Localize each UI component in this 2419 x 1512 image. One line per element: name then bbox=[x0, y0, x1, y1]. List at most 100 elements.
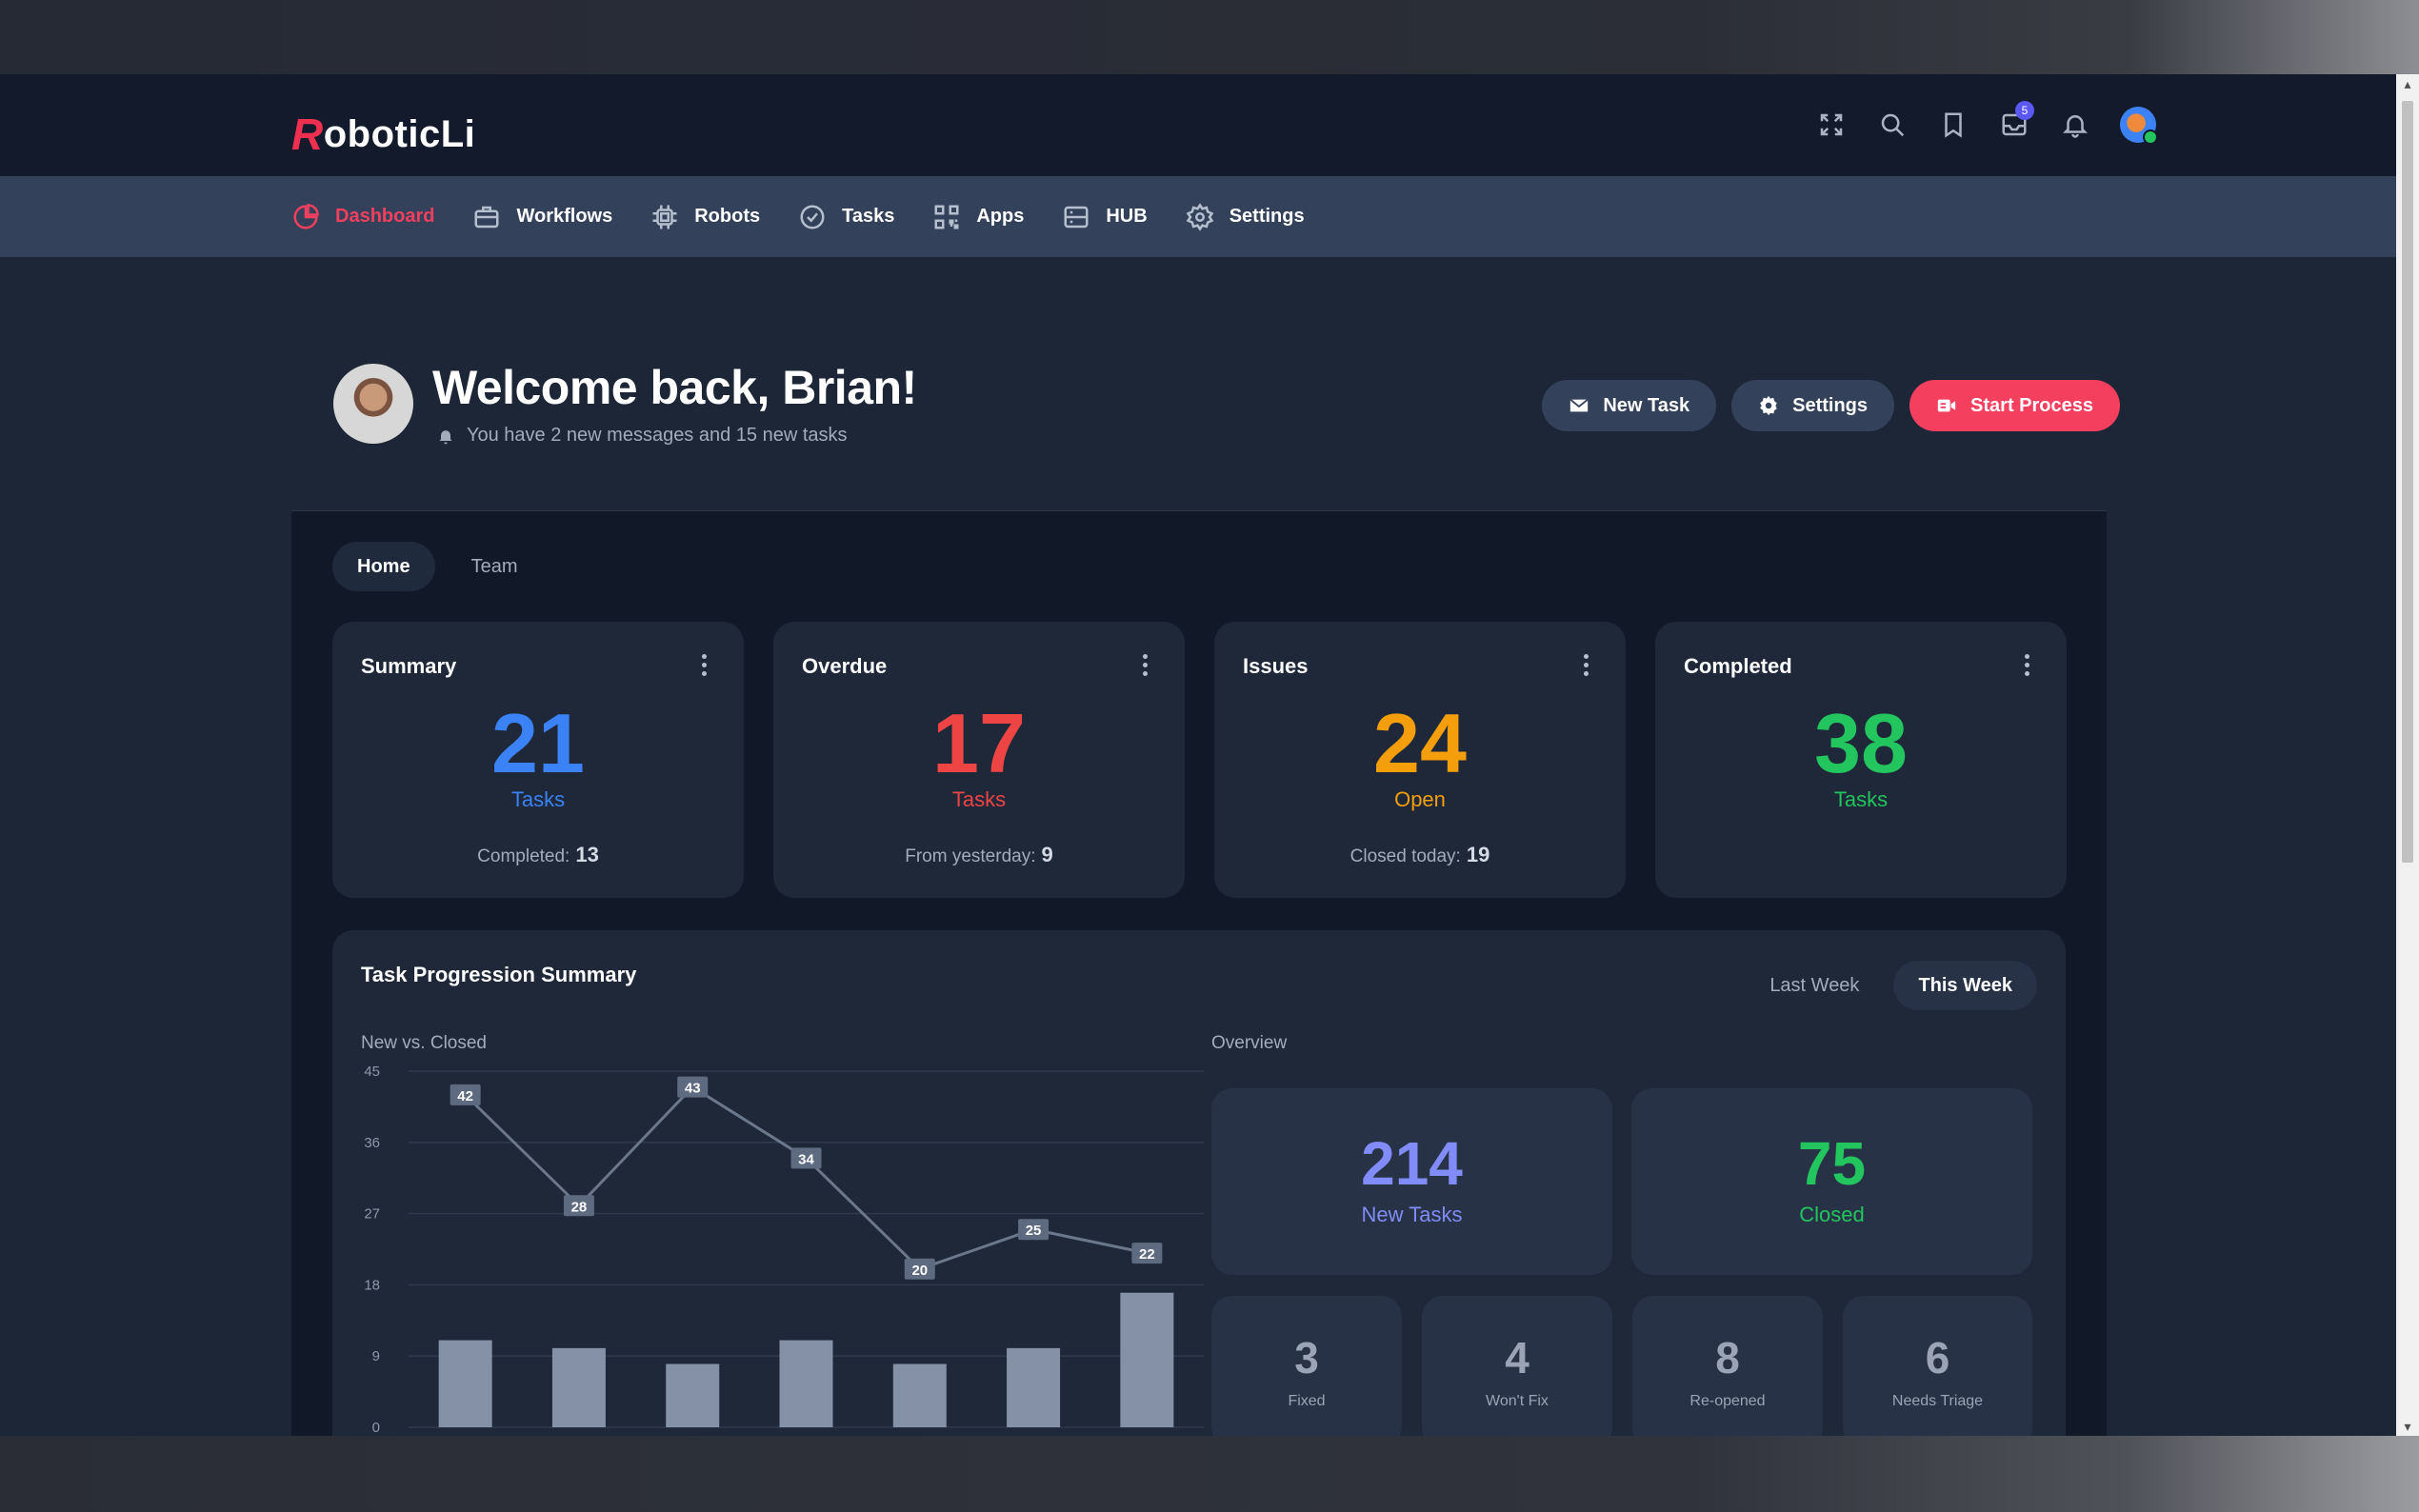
data-label: 43 bbox=[685, 1081, 701, 1097]
gear-icon bbox=[1760, 395, 1777, 416]
nav-item-dashboard[interactable]: Dashboard bbox=[291, 203, 434, 231]
more-options-icon[interactable] bbox=[1143, 654, 1149, 680]
overview-closed: 75 Closed bbox=[1631, 1088, 2032, 1275]
y-tick-label: 27 bbox=[364, 1206, 380, 1223]
card-footer-label: From yesterday: bbox=[905, 846, 1036, 866]
briefcase-icon bbox=[474, 206, 499, 228]
y-tick-label: 18 bbox=[364, 1277, 380, 1293]
tab-this-week[interactable]: This Week bbox=[1893, 961, 2037, 1010]
nav-item-workflows[interactable]: Workflows bbox=[472, 203, 612, 231]
y-tick-label: 45 bbox=[364, 1064, 380, 1080]
data-label: 25 bbox=[1026, 1223, 1042, 1239]
bookmark-icon[interactable] bbox=[1937, 109, 1969, 141]
card-footer-label: Closed today: bbox=[1349, 846, 1461, 866]
new-task-button[interactable]: New Task bbox=[1542, 380, 1717, 431]
bell-icon[interactable] bbox=[2059, 109, 2091, 141]
nav-item-settings[interactable]: Settings bbox=[1186, 202, 1305, 231]
nav-item-label: Apps bbox=[976, 206, 1025, 227]
card-footer-label: Completed: bbox=[477, 846, 570, 866]
more-options-icon[interactable] bbox=[2025, 654, 2030, 680]
tab-last-week[interactable]: Last Week bbox=[1769, 975, 1860, 996]
scroll-down-arrow[interactable]: ▾ bbox=[2404, 1419, 2411, 1434]
dashboard-panel: Home Team Summary 21 Tasks Completed: 13 … bbox=[291, 510, 2107, 1436]
summary-card: Summary 21 Tasks Completed: 13 bbox=[332, 622, 744, 898]
overview-label: Re-opened bbox=[1689, 1393, 1766, 1409]
data-label-box bbox=[1018, 1219, 1050, 1241]
bar-closed bbox=[779, 1340, 833, 1427]
overview-label: New Tasks bbox=[1361, 1203, 1463, 1226]
nav-item-label: Settings bbox=[1229, 206, 1305, 227]
overview-label: Needs Triage bbox=[1891, 1393, 1984, 1409]
card-title: Completed bbox=[1684, 654, 1792, 678]
card-footer: From yesterday: 9 bbox=[773, 843, 1185, 867]
overdue-card: Overdue 17 Tasks From yesterday: 9 bbox=[773, 622, 1185, 898]
gear-icon bbox=[1186, 202, 1214, 231]
card-value: 38 bbox=[1814, 696, 1908, 790]
overview-value: 6 bbox=[1925, 1333, 1950, 1383]
nav-item-label: Workflows bbox=[516, 206, 613, 227]
card-value: 24 bbox=[1373, 696, 1467, 790]
card-label: Tasks bbox=[1833, 787, 1889, 811]
overview-label: Won't Fix bbox=[1486, 1393, 1549, 1409]
scroll-up-arrow[interactable]: ▴ bbox=[2404, 76, 2411, 91]
bar-closed bbox=[438, 1340, 492, 1427]
header-actions: 5 bbox=[1815, 101, 2158, 145]
nav-item-tasks[interactable]: Tasks bbox=[798, 203, 894, 231]
bell-icon bbox=[439, 429, 452, 444]
browser-bottom-strip bbox=[0, 1436, 2419, 1512]
y-tick-label: 0 bbox=[372, 1420, 380, 1436]
chip-icon bbox=[652, 205, 677, 229]
nav-item-robots[interactable]: Robots bbox=[650, 203, 760, 231]
progression-title: Task Progression Summary bbox=[361, 963, 637, 986]
nav-item-label: Dashboard bbox=[335, 206, 435, 227]
tab-home[interactable]: Home bbox=[332, 542, 435, 591]
card-title: Issues bbox=[1243, 654, 1309, 678]
welcome-subtitle-text: You have 2 new messages and 15 new tasks bbox=[467, 425, 848, 446]
server-icon bbox=[1064, 206, 1089, 228]
video-icon bbox=[1937, 399, 1956, 412]
card-value: 17 bbox=[932, 696, 1026, 790]
settings-button[interactable]: Settings bbox=[1731, 380, 1895, 431]
y-tick-label: 9 bbox=[372, 1348, 380, 1364]
completed-card: Completed 38 Tasks bbox=[1655, 622, 2067, 898]
tab-team[interactable]: Team bbox=[470, 556, 518, 577]
more-options-icon[interactable] bbox=[702, 654, 708, 680]
card-label: Open bbox=[1394, 787, 1446, 811]
nav-item-label: Tasks bbox=[842, 206, 895, 227]
fullscreen-icon[interactable] bbox=[1815, 109, 1848, 141]
nav-item-apps[interactable]: Apps bbox=[932, 203, 1024, 231]
online-status-dot bbox=[2143, 129, 2158, 145]
line-new bbox=[464, 1084, 1148, 1271]
y-tick-label: 36 bbox=[364, 1135, 380, 1151]
start-process-button[interactable]: Start Process bbox=[1909, 380, 2120, 431]
header-buttons: New Task Settings Start Process bbox=[1542, 380, 2120, 431]
search-icon[interactable] bbox=[1876, 109, 1909, 141]
nav-item-hub[interactable]: HUB bbox=[1062, 203, 1148, 231]
vertical-scrollbar[interactable]: ▴ ▾ bbox=[2396, 74, 2419, 1436]
overview-value: 8 bbox=[1715, 1333, 1740, 1383]
overview-value: 214 bbox=[1361, 1129, 1463, 1198]
overview-needs-triage: 6 Needs Triage bbox=[1843, 1296, 2032, 1436]
card-footer: Completed: 13 bbox=[332, 843, 744, 867]
card-title: Summary bbox=[361, 654, 457, 678]
overview-label: Fixed bbox=[1288, 1393, 1326, 1409]
bar-closed bbox=[1120, 1292, 1174, 1427]
chart-label: New vs. Closed bbox=[361, 1033, 487, 1053]
main-nav: Dashboard Workflows Robots Tasks Apps HU… bbox=[0, 176, 2396, 257]
issues-card: Issues 24 Open Closed today: 19 bbox=[1214, 622, 1626, 898]
scrollbar-thumb[interactable] bbox=[2402, 101, 2413, 863]
more-options-icon[interactable] bbox=[1584, 654, 1589, 680]
card-label: Tasks bbox=[510, 787, 566, 811]
user-avatar[interactable] bbox=[2120, 107, 2158, 145]
card-title: Overdue bbox=[802, 654, 888, 678]
data-label-box bbox=[904, 1258, 935, 1280]
logo-mark: R bbox=[291, 109, 324, 159]
settings-label: Settings bbox=[1792, 394, 1869, 416]
browser-top-strip bbox=[0, 0, 2419, 74]
inbox-icon[interactable]: 5 bbox=[1998, 101, 2034, 141]
new-vs-closed-chart: 0918273645MonTueWedThuFriSatSun422843342… bbox=[364, 1064, 1204, 1436]
overview-fixed: 3 Fixed bbox=[1211, 1296, 1402, 1436]
overview-new-tasks: 214 New Tasks bbox=[1211, 1088, 1612, 1275]
